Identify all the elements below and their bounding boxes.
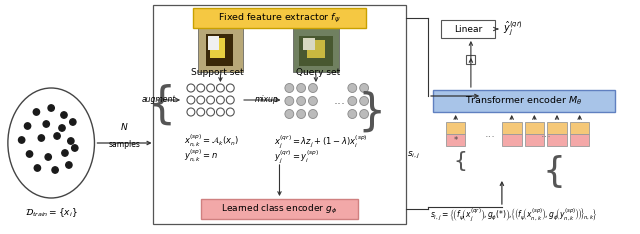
- Text: Linear: Linear: [454, 25, 482, 33]
- Text: {: {: [147, 84, 175, 127]
- Bar: [525, 122, 544, 134]
- Bar: [198, 28, 243, 72]
- Text: Query set: Query set: [296, 68, 340, 77]
- Circle shape: [348, 96, 356, 106]
- Circle shape: [360, 96, 369, 106]
- Text: $y_{n,k}^{(sp)} = n$: $y_{n,k}^{(sp)} = n$: [184, 148, 218, 164]
- Bar: [433, 90, 615, 112]
- Circle shape: [348, 110, 356, 118]
- Circle shape: [68, 138, 74, 144]
- Circle shape: [26, 151, 33, 157]
- Text: $y_j^{(qr)} = y_i^{(sp)}$: $y_j^{(qr)} = y_i^{(sp)}$: [273, 148, 319, 165]
- Circle shape: [45, 154, 51, 160]
- Bar: [441, 20, 495, 38]
- Circle shape: [19, 137, 25, 143]
- Text: }: }: [358, 91, 386, 134]
- Text: Fixed feature extractor $f_\psi$: Fixed feature extractor $f_\psi$: [218, 11, 340, 25]
- Bar: [467, 55, 476, 64]
- Bar: [205, 34, 233, 66]
- Bar: [299, 36, 333, 66]
- Text: ...: ...: [541, 129, 552, 139]
- Text: $x_{n,k}^{(sp)} = \mathcal{A}_k(x_n)$: $x_{n,k}^{(sp)} = \mathcal{A}_k(x_n)$: [184, 133, 239, 149]
- Circle shape: [35, 165, 40, 171]
- Bar: [502, 122, 522, 134]
- Text: ...: ...: [484, 129, 495, 139]
- Circle shape: [285, 96, 294, 106]
- Circle shape: [348, 84, 356, 92]
- Bar: [446, 122, 465, 134]
- Bar: [525, 134, 544, 146]
- Text: mixup: mixup: [255, 95, 278, 105]
- Circle shape: [54, 133, 60, 139]
- Text: ...: ...: [333, 94, 346, 106]
- Circle shape: [43, 121, 49, 127]
- Text: }: }: [534, 152, 557, 186]
- Circle shape: [297, 84, 305, 92]
- Bar: [152, 5, 406, 224]
- Bar: [210, 38, 225, 58]
- Text: $\mathcal{D}_{train} = \{x_i\}$: $\mathcal{D}_{train} = \{x_i\}$: [25, 206, 77, 219]
- Circle shape: [62, 150, 68, 156]
- Text: samples: samples: [109, 140, 140, 149]
- Bar: [547, 134, 567, 146]
- Circle shape: [360, 110, 369, 118]
- Circle shape: [33, 109, 40, 115]
- Circle shape: [24, 123, 31, 129]
- Circle shape: [66, 162, 72, 168]
- Bar: [570, 122, 589, 134]
- Ellipse shape: [8, 88, 95, 198]
- Bar: [293, 28, 339, 72]
- Bar: [303, 38, 315, 50]
- Bar: [502, 134, 522, 146]
- Circle shape: [72, 145, 78, 151]
- Circle shape: [308, 96, 317, 106]
- Circle shape: [48, 105, 54, 111]
- Circle shape: [285, 110, 294, 118]
- Text: $x_j^{(qr)} = \lambda z_j + (1-\lambda)x_i^{(sp)}$: $x_j^{(qr)} = \lambda z_j + (1-\lambda)x…: [273, 133, 367, 150]
- Circle shape: [61, 112, 67, 118]
- Circle shape: [297, 96, 305, 106]
- Text: $N$: $N$: [120, 121, 129, 132]
- Bar: [570, 134, 589, 146]
- Text: Transformer encoder $M_\theta$: Transformer encoder $M_\theta$: [465, 95, 583, 107]
- Circle shape: [308, 110, 317, 118]
- Circle shape: [38, 135, 45, 141]
- Circle shape: [70, 119, 76, 125]
- Text: $s_{i,j}$: $s_{i,j}$: [407, 150, 420, 161]
- Text: }: }: [449, 149, 463, 169]
- Circle shape: [285, 84, 294, 92]
- Text: Learned class encoder $g_\phi$: Learned class encoder $g_\phi$: [221, 202, 337, 216]
- Bar: [193, 8, 365, 28]
- Text: Support set: Support set: [191, 68, 244, 77]
- Text: $\hat{y}_j^{(qr)}$: $\hat{y}_j^{(qr)}$: [503, 20, 523, 38]
- Text: augment: augment: [142, 95, 176, 105]
- Bar: [307, 40, 324, 58]
- Bar: [446, 134, 465, 146]
- Bar: [207, 36, 220, 50]
- Circle shape: [52, 167, 58, 173]
- Bar: [547, 122, 567, 134]
- Bar: [201, 199, 358, 219]
- Circle shape: [360, 84, 369, 92]
- Text: $s_{i,j} = \left\{\!\left(f_\psi\!\left(x_j^{(qr)}\right)\!,g_\phi(*)\right)\!,\: $s_{i,j} = \left\{\!\left(f_\psi\!\left(…: [430, 206, 598, 224]
- Circle shape: [308, 84, 317, 92]
- Text: *: *: [454, 135, 458, 145]
- Circle shape: [59, 125, 65, 131]
- Circle shape: [297, 110, 305, 118]
